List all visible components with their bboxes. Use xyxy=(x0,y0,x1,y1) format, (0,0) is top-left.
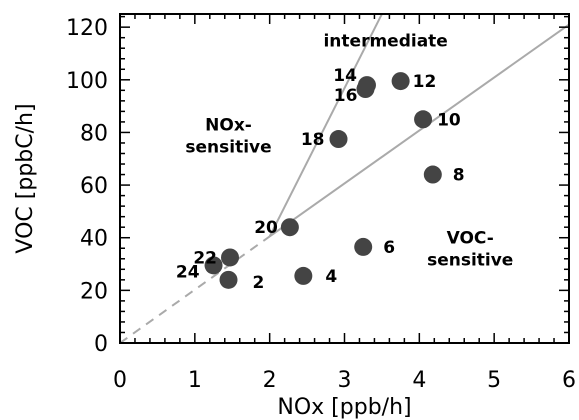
point-label: 12 xyxy=(413,72,437,92)
data-point xyxy=(280,218,299,237)
data-point xyxy=(354,237,373,256)
point-label: 2 xyxy=(253,273,265,293)
reference-lines xyxy=(119,13,570,344)
data-point xyxy=(294,266,313,285)
point-label: 24 xyxy=(176,262,200,282)
x-tick-label: 1 xyxy=(188,368,202,393)
x-tick-label: 5 xyxy=(487,368,501,393)
region-label: sensitive xyxy=(185,138,271,158)
y-tick-label: 60 xyxy=(80,174,108,199)
region-label: sensitive xyxy=(427,251,513,271)
region-label: NOx- xyxy=(205,116,252,136)
point-label: 22 xyxy=(193,248,217,268)
y-tick-label: 80 xyxy=(80,121,108,146)
point-label: 14 xyxy=(333,66,357,86)
region-label: VOC- xyxy=(447,229,494,249)
point-label: 4 xyxy=(325,267,337,287)
x-tick-label: 0 xyxy=(113,368,127,393)
y-tick-label: 40 xyxy=(80,227,108,252)
y-axis-title: VOC [ppbC/h] xyxy=(13,103,38,253)
point-label: 20 xyxy=(254,218,278,238)
y-tick-label: 20 xyxy=(80,279,108,304)
point-label: 10 xyxy=(437,110,461,130)
reference-line-3 xyxy=(268,13,383,237)
x-axis-title: NOx [ppb/h] xyxy=(277,395,411,420)
data-point xyxy=(356,80,375,99)
point-label: 8 xyxy=(453,166,465,186)
y-tick-label: 120 xyxy=(66,16,108,41)
x-tick-label: 6 xyxy=(562,368,576,393)
point-label: 6 xyxy=(383,238,395,258)
data-point xyxy=(221,248,240,267)
data-point xyxy=(391,72,410,91)
region-label: intermediate xyxy=(323,31,447,51)
x-tick-label: 4 xyxy=(412,368,426,393)
point-label: 16 xyxy=(334,86,358,106)
data-point xyxy=(204,256,223,275)
point-label: 18 xyxy=(301,130,325,150)
data-point xyxy=(423,165,442,184)
data-point xyxy=(219,270,238,289)
plot-frame xyxy=(119,13,570,344)
y-tick-label: 0 xyxy=(94,332,108,357)
data-point xyxy=(414,110,433,129)
data-point xyxy=(329,130,348,149)
x-tick-label: 2 xyxy=(263,368,277,393)
y-tick-label: 100 xyxy=(66,69,108,94)
reference-line-2 xyxy=(269,23,570,238)
x-tick-label: 3 xyxy=(338,368,352,393)
